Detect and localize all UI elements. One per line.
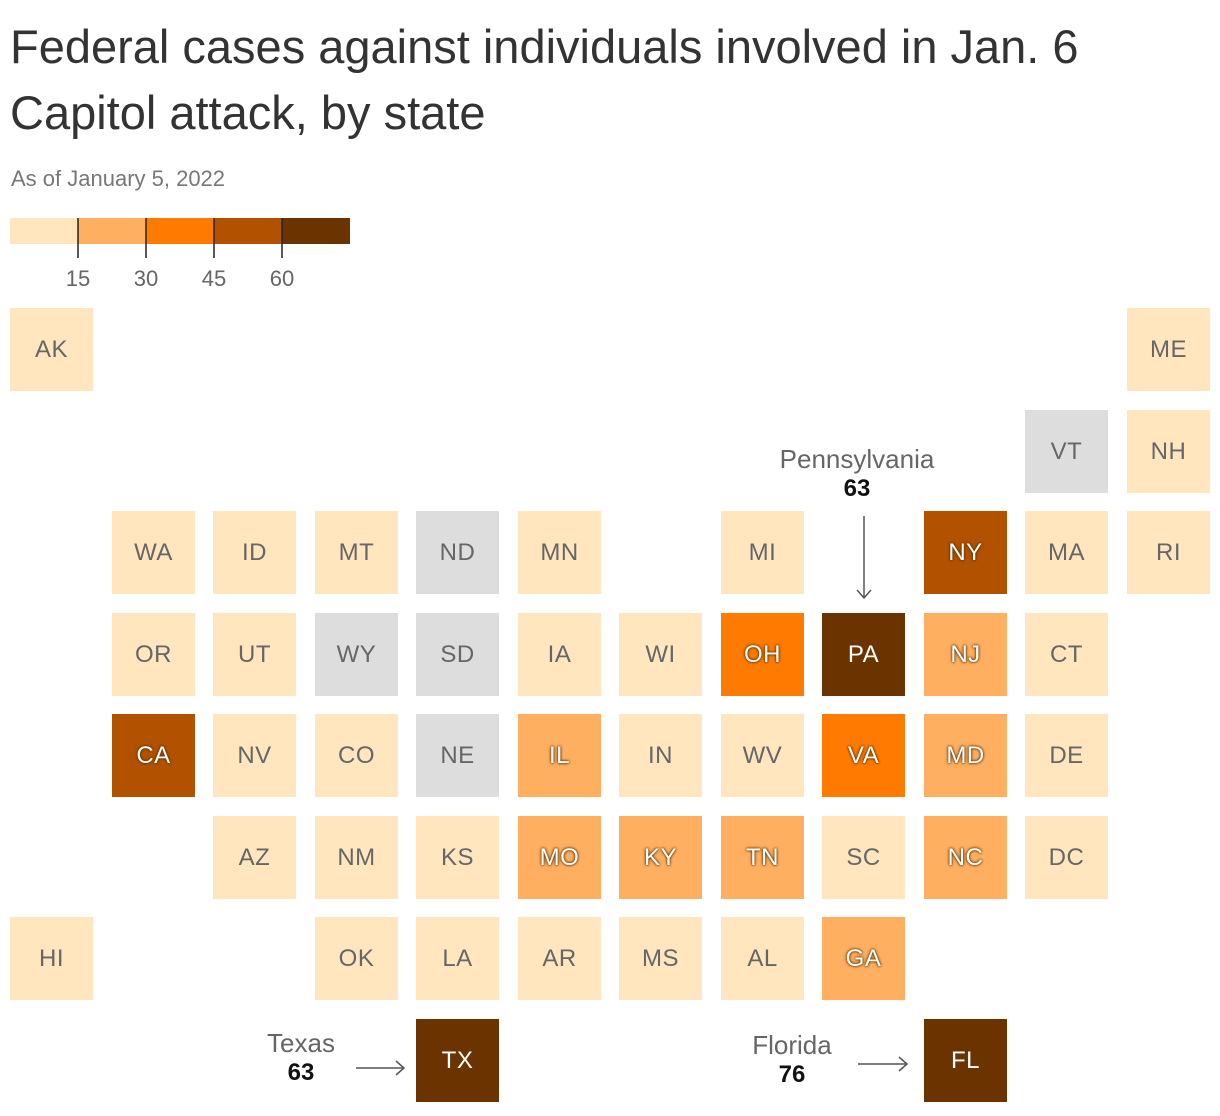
state-tile-il: IL <box>518 714 601 797</box>
state-tile-id: ID <box>213 511 296 594</box>
state-tile-ca: CA <box>112 714 195 797</box>
chart-title: Federal cases against individuals involv… <box>10 20 1079 139</box>
state-tile-az: AZ <box>213 816 296 899</box>
annotation-pennsylvania: Pennsylvania 63 <box>757 444 957 504</box>
legend-tick-label: 30 <box>134 266 158 291</box>
state-tile-al: AL <box>721 917 804 1000</box>
state-tile-tx: TX <box>416 1019 499 1102</box>
state-tile-wv: WV <box>721 714 804 797</box>
state-tile-hi: HI <box>10 917 93 1000</box>
state-tile-wi: WI <box>619 613 702 696</box>
state-tile-ks: KS <box>416 816 499 899</box>
chart-subtitle: As of January 5, 2022 <box>11 166 226 191</box>
legend-tick-label: 60 <box>270 266 294 291</box>
state-tile-nj: NJ <box>924 613 1007 696</box>
state-tile-wa: WA <box>112 511 195 594</box>
legend-swatch <box>146 218 214 244</box>
state-tile-ar: AR <box>518 917 601 1000</box>
state-tile-mt: MT <box>315 511 398 594</box>
state-tile-sc: SC <box>822 816 905 899</box>
annotation-texas-value: 63 <box>287 1059 315 1086</box>
annotation-florida-value: 76 <box>778 1061 806 1088</box>
annotation-texas-name: Texas <box>267 1028 335 1058</box>
legend-swatch <box>214 218 282 244</box>
state-tile-vt: VT <box>1025 410 1108 493</box>
state-tile-va: VA <box>822 714 905 797</box>
state-tile-nm: NM <box>315 816 398 899</box>
state-tile-me: ME <box>1127 308 1210 391</box>
state-tile-ky: KY <box>619 816 702 899</box>
color-legend: 15 30 45 60 <box>10 218 350 291</box>
state-tile-ga: GA <box>822 917 905 1000</box>
state-tile-nv: NV <box>213 714 296 797</box>
state-tile-mo: MO <box>518 816 601 899</box>
state-tile-dc: DC <box>1025 816 1108 899</box>
annotation-texas: Texas 63 <box>241 1028 361 1088</box>
annotation-pennsylvania-name: Pennsylvania <box>779 444 935 474</box>
state-tile-ut: UT <box>213 613 296 696</box>
state-tile-oh: OH <box>721 613 804 696</box>
legend-tick-label: 45 <box>202 266 226 291</box>
annotation-florida: Florida 76 <box>732 1030 852 1090</box>
legend-swatch <box>282 218 350 244</box>
legend-swatch <box>78 218 146 244</box>
state-tile-ia: IA <box>518 613 601 696</box>
state-tile-sd: SD <box>416 613 499 696</box>
state-tile-ne: NE <box>416 714 499 797</box>
legend-tick-label: 15 <box>66 266 90 291</box>
state-tile-la: LA <box>416 917 499 1000</box>
legend-swatch <box>10 218 78 244</box>
state-tile-nd: ND <box>416 511 499 594</box>
state-tile-nh: NH <box>1127 410 1210 493</box>
state-tile-mi: MI <box>721 511 804 594</box>
state-tile-fl: FL <box>924 1019 1007 1102</box>
state-tile-ct: CT <box>1025 613 1108 696</box>
state-tile-wy: WY <box>315 613 398 696</box>
state-tile-in: IN <box>619 714 702 797</box>
state-tile-ms: MS <box>619 917 702 1000</box>
state-tile-mn: MN <box>518 511 601 594</box>
state-tile-ny: NY <box>924 511 1007 594</box>
state-tile-or: OR <box>112 613 195 696</box>
state-tile-co: CO <box>315 714 398 797</box>
state-tile-nc: NC <box>924 816 1007 899</box>
state-tile-ma: MA <box>1025 511 1108 594</box>
state-tile-md: MD <box>924 714 1007 797</box>
state-tile-ak: AK <box>10 308 93 391</box>
state-tile-ok: OK <box>315 917 398 1000</box>
state-tile-ri: RI <box>1127 511 1210 594</box>
state-tile-pa: PA <box>822 613 905 696</box>
annotation-florida-name: Florida <box>752 1030 832 1060</box>
state-tile-tn: TN <box>721 816 804 899</box>
state-tile-de: DE <box>1025 714 1108 797</box>
annotation-pennsylvania-value: 63 <box>843 475 871 502</box>
